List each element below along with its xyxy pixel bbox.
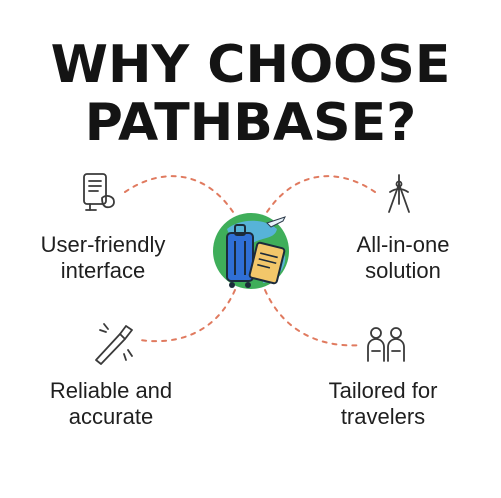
feature-user-friendly-line2: interface <box>60 258 146 283</box>
connector-bottom-right <box>264 289 363 347</box>
feature-user-friendly-line1: User-friendly <box>40 232 166 257</box>
connector-top-left <box>124 175 236 216</box>
feature-all-in-one-line1: All-in-one <box>356 232 450 257</box>
travel-luggage-globe-icon <box>205 205 297 297</box>
feature-tailored: Tailored for travelers <box>298 378 468 430</box>
feature-user-friendly: User-friendly interface <box>18 232 188 284</box>
feature-tailored-line2: travelers <box>340 404 426 429</box>
feature-all-in-one-line2: solution <box>365 258 441 283</box>
compass-tool-icon <box>382 172 416 216</box>
connector-bottom-left <box>139 289 236 343</box>
feature-reliable: Reliable and accurate <box>26 378 196 430</box>
page-title-line2: PATHBASE? <box>84 93 417 153</box>
document-checklist-icon <box>78 170 122 216</box>
feature-reliable-line1: Reliable and <box>49 378 173 403</box>
feature-tailored-line1: Tailored for <box>328 378 438 403</box>
page-title-line1: WHY CHOOSE <box>50 35 451 95</box>
wrench-tool-icon <box>90 320 138 366</box>
feature-reliable-line2: accurate <box>68 404 154 429</box>
feature-all-in-one: All-in-one solution <box>318 232 488 284</box>
travelers-group-icon <box>362 325 410 367</box>
connector-top-right <box>264 175 376 216</box>
